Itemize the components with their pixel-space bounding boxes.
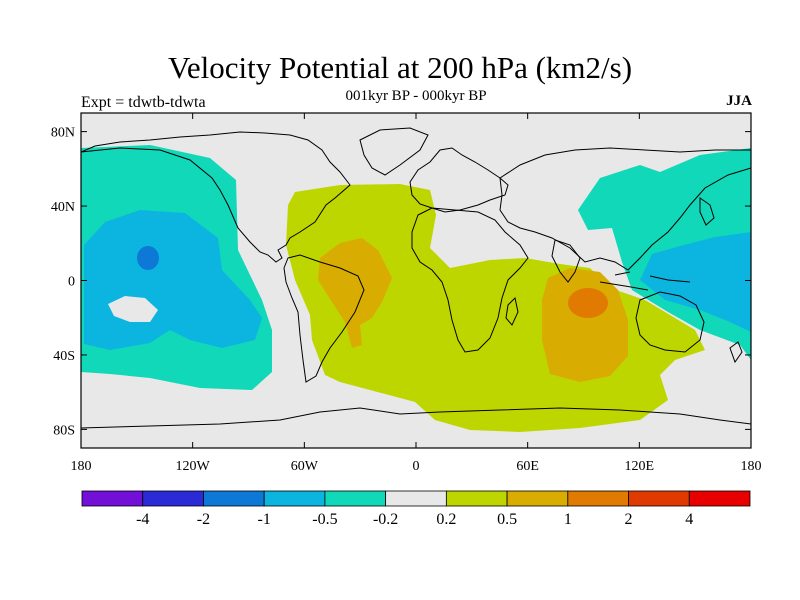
coastline-asia xyxy=(499,147,751,271)
lat-tick-label: 80S xyxy=(53,423,75,438)
coastline-indonesia xyxy=(599,271,691,291)
colorbar-label: 4 xyxy=(685,511,693,528)
lat-tick-label: 40S xyxy=(53,349,75,364)
colorbar-swatch xyxy=(628,490,690,507)
strong-negative-core-pacific xyxy=(137,246,159,270)
lat-tick-label: 40N xyxy=(51,200,75,215)
positive-region-indian-ocean xyxy=(542,268,628,382)
plot-subtitle: 001kyr BP - 000kyr BP xyxy=(345,88,487,104)
colorbar-swatch xyxy=(506,490,569,507)
colorbar-label: -4 xyxy=(136,511,149,528)
colorbar-swatch xyxy=(445,490,508,507)
colorbar-swatch xyxy=(142,490,204,507)
coastline-africa xyxy=(411,207,529,353)
coastline-japan xyxy=(699,197,715,226)
colorbar-label: -0.2 xyxy=(373,511,398,528)
lon-tick-label: 60E xyxy=(516,459,539,474)
plot-title: Velocity Potential at 200 hPa (km2/s) xyxy=(167,50,633,85)
colorbar-label: 1 xyxy=(564,511,572,528)
positive-region-south-america xyxy=(318,238,392,348)
coastline-india xyxy=(551,239,581,283)
lat-tick-label: 0 xyxy=(68,275,75,290)
coastlines xyxy=(81,127,751,429)
colorbar-label: 0.2 xyxy=(436,511,456,528)
colorbar-label: 2 xyxy=(625,511,633,528)
colorbar-label: 0.5 xyxy=(497,511,517,528)
lon-tick-label: 0 xyxy=(413,459,420,474)
colorbar-swatch xyxy=(203,490,265,507)
strong-positive-core-indian-ocean xyxy=(568,288,608,318)
colorbar-swatch xyxy=(81,490,144,507)
colorbar: -4 -2 -1 -0.5 -0.2 0.2 0.5 1 2 4 xyxy=(81,490,751,528)
colorbar-swatch xyxy=(324,490,387,507)
coastline-new-zealand xyxy=(729,341,743,364)
longitude-axis: 180 120W 60W 0 60E 120E 180 xyxy=(71,113,762,474)
lon-tick-label: 60W xyxy=(291,459,319,474)
colorbar-label: -0.5 xyxy=(312,511,337,528)
lat-tick-label: 80N xyxy=(51,126,75,141)
latitude-axis: 80N 40N 0 40S 80S xyxy=(51,126,751,438)
neutral-pocket-pacific xyxy=(108,296,158,322)
coastline-north-america xyxy=(81,131,351,263)
map-area xyxy=(81,113,751,448)
coastline-south-america xyxy=(283,254,365,383)
lon-tick-label: 120W xyxy=(176,459,211,474)
coastline-greenland xyxy=(359,127,429,176)
coastline-australia xyxy=(635,291,705,353)
experiment-label: Expt = tdwtb-tdwta xyxy=(81,94,206,111)
colorbar-label: -1 xyxy=(258,511,271,528)
colorbar-swatch xyxy=(688,490,751,507)
colorbar-swatch xyxy=(263,490,326,507)
lon-tick-label: 180 xyxy=(741,459,762,474)
coastline-antarctica xyxy=(81,407,751,429)
coastline-madagascar xyxy=(505,296,519,326)
colorbar-swatch xyxy=(567,490,629,507)
season-label: JJA xyxy=(726,93,752,109)
lon-tick-label: 180 xyxy=(71,459,92,474)
lon-tick-label: 120E xyxy=(625,459,655,474)
colorbar-label: -2 xyxy=(197,511,210,528)
negative-region-west-pacific-core xyxy=(640,232,751,332)
colorbar-swatch xyxy=(385,490,447,507)
